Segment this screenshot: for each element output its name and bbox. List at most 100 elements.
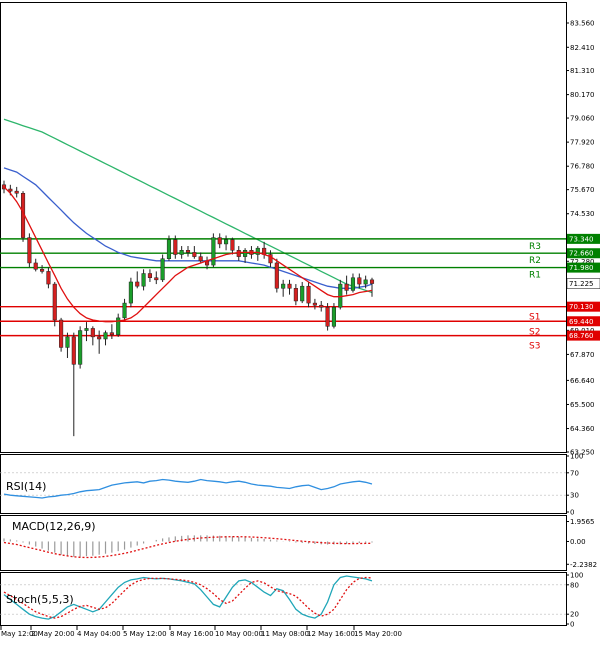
time-tick-label: 10 May 00:00	[215, 630, 263, 638]
candle-body	[217, 237, 222, 245]
mid-ma-line	[3, 167, 373, 289]
candle-body	[357, 277, 362, 285]
candle-body	[192, 252, 197, 257]
rsi-tick-label: 100	[570, 453, 583, 461]
time-tick-label: 12 May 16:00	[307, 630, 355, 638]
level-value-tag: 72.660	[569, 250, 594, 258]
level-name-s2: S2	[529, 327, 540, 337]
rsi-title: RSI(14)	[6, 480, 46, 493]
candle-body	[243, 250, 248, 257]
candle-body	[350, 277, 356, 291]
candle-body	[230, 239, 235, 251]
candle-body	[141, 273, 146, 287]
candle-body	[293, 288, 298, 302]
stoch-tick-label: 100	[570, 572, 583, 580]
candles	[1, 180, 375, 437]
stoch-d-line	[3, 576, 373, 619]
level-value-tag: 70.130	[569, 303, 594, 311]
level-name-r3: R3	[529, 242, 541, 252]
fast-ma-line	[3, 186, 373, 323]
candle-body	[84, 328, 89, 331]
time-tick-label: 15 May 20:00	[354, 630, 402, 638]
rsi-pane: 100 70 30 0	[0, 453, 583, 517]
candle-body	[166, 239, 172, 259]
stoch-tick-label: 80	[570, 581, 579, 589]
candle-body	[160, 258, 165, 281]
candle-body	[8, 188, 13, 192]
candle-body	[331, 307, 336, 327]
rsi-tick-label: 0	[570, 509, 574, 517]
price-tick-label: 80.170	[570, 91, 595, 99]
rsi-pane-frame	[0, 454, 567, 514]
candle-body	[224, 239, 229, 245]
candle-body	[268, 254, 273, 264]
price-tick-label: 76.780	[570, 163, 595, 171]
time-axis: May 12:002 May 20:00 4 May 04:00 5 May 12:…	[0, 626, 402, 638]
time-tick-label: 5 May 12:00	[123, 630, 167, 638]
price-tick-label: 65.500	[570, 401, 595, 409]
rsi-tick-label: 70	[570, 469, 579, 477]
level-name-s3: S3	[529, 342, 540, 352]
candle-body	[78, 330, 83, 365]
candle-body	[65, 336, 70, 348]
candle-body	[185, 250, 191, 253]
time-tick-label: 2 May 20:00	[31, 630, 75, 638]
candle-body	[198, 256, 203, 262]
level-name-r1: R1	[529, 271, 541, 281]
price-tick-label: 79.060	[570, 115, 595, 123]
macd-tick-label: 1.9565	[570, 518, 595, 526]
price-tick-label: 74.530	[570, 210, 595, 218]
stoch-tick-label: 0	[570, 621, 574, 629]
level-value-tag-bg	[567, 301, 600, 312]
candle-body	[71, 336, 76, 365]
level-value-tag-bg	[567, 262, 600, 273]
current-price-label: 71.225	[569, 280, 594, 288]
macd-title: MACD(12,26,9)	[12, 520, 96, 533]
candle-body	[363, 279, 368, 285]
price-tick-label: 67.870	[570, 351, 595, 359]
candle-body	[33, 262, 38, 270]
price-tick-label: 63.250	[570, 449, 595, 457]
rsi-tick-label: 30	[570, 492, 579, 500]
level-labels: R3 73.340 R2 72.660 R1 71.980 S1 70.130 S2 69.440…	[529, 233, 600, 352]
candle-body	[59, 319, 64, 348]
candle-body	[135, 281, 140, 287]
time-tick-label: May 12:00	[1, 630, 38, 638]
candle-body	[147, 273, 152, 278]
level-value-tag: 73.340	[569, 235, 594, 243]
candle-body	[312, 302, 317, 306]
fast-moving-average	[3, 186, 373, 323]
candle-body	[281, 283, 286, 289]
level-value-tag-bg	[567, 330, 600, 341]
stoch-tick-label: 20	[570, 611, 579, 619]
candle-body	[103, 332, 108, 340]
current-price-tag-bg	[566, 278, 600, 289]
price-pane-frame	[0, 2, 567, 453]
time-tick-label: 8 May 16:00	[170, 630, 214, 638]
price-tick-label: 64.360	[570, 425, 595, 433]
level-value-tag: 71.980	[569, 264, 594, 272]
slow-moving-average	[3, 118, 373, 294]
candle-body	[122, 302, 127, 319]
candle-body	[27, 237, 32, 264]
candle-body	[97, 336, 102, 340]
candle-body	[116, 317, 121, 336]
level-name-r2: R2	[529, 256, 541, 266]
macd-pane: 1.9565 0.00 -2.2382	[3, 518, 597, 569]
rsi-line	[3, 478, 373, 499]
level-value-tag-bg	[567, 316, 600, 327]
macd-pane-frame	[0, 515, 567, 571]
price-tick-label: 81.310	[570, 67, 595, 75]
candle-body	[173, 239, 178, 255]
candle-body	[128, 281, 133, 304]
time-tick-label: 11 May 08:00	[261, 630, 309, 638]
price-tick-label: 72.280	[570, 258, 595, 266]
time-tick-label: 4 May 04:00	[77, 630, 121, 638]
candle-body	[319, 304, 324, 308]
price-tick-label: 66.640	[570, 377, 595, 385]
candle-body	[90, 328, 95, 338]
price-tick-label: 77.920	[570, 139, 595, 147]
candle-body	[300, 285, 305, 302]
candle-body	[52, 283, 57, 321]
